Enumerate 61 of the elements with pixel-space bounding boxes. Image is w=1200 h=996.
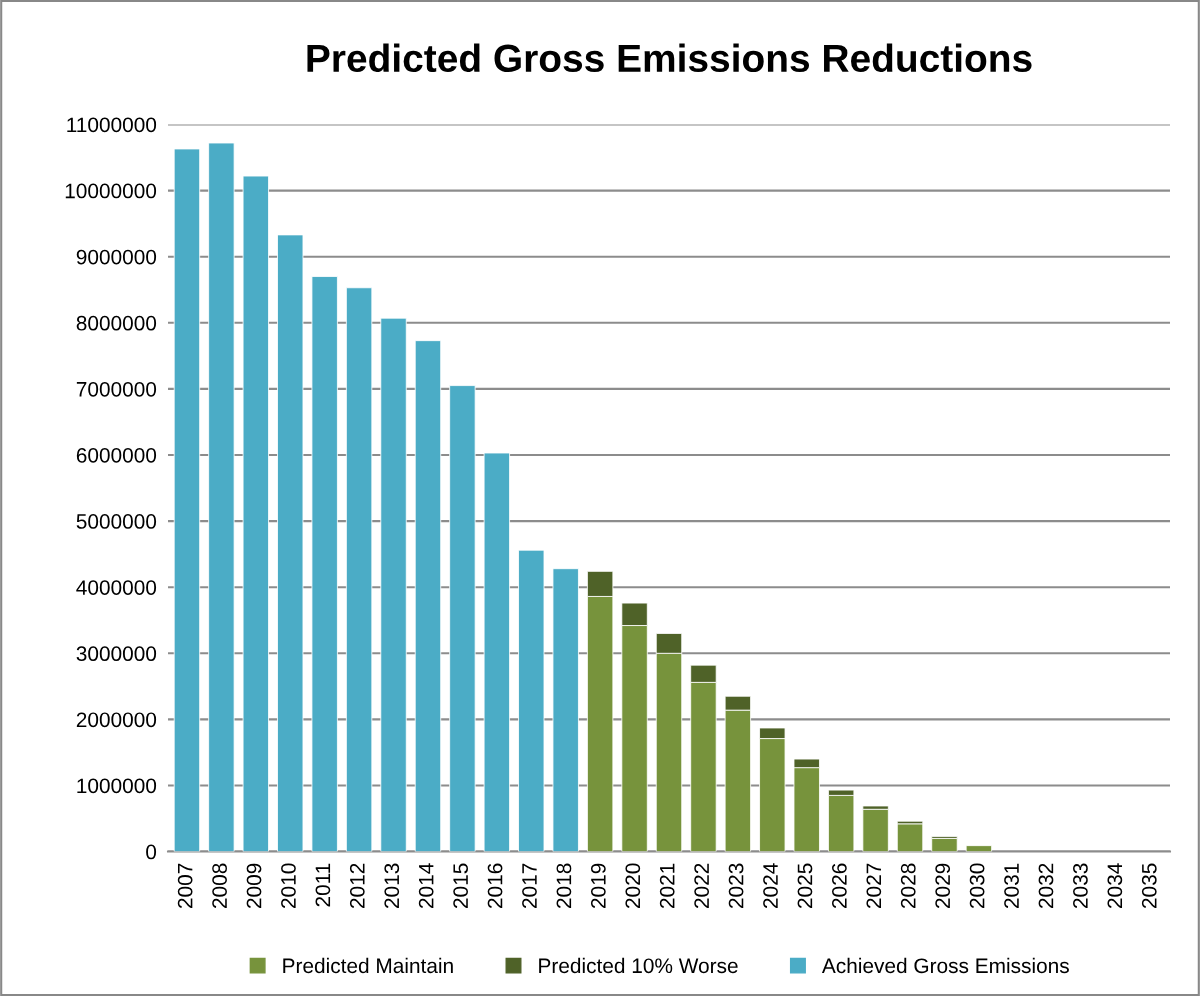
x-tick-label: 2019	[590, 863, 606, 908]
x-tick-label: 2032	[1038, 863, 1054, 908]
bar	[483, 452, 510, 852]
x-tick-label: 2031	[1004, 863, 1019, 908]
x-tick-label: 2010	[281, 863, 296, 908]
legend-label: Predicted Maintain	[283, 957, 453, 974]
x-tick-label: 2026	[832, 863, 847, 908]
y-tick-label: 3000000	[76, 646, 157, 662]
x-tick-label: 2008	[212, 863, 227, 908]
y-tick-label: 11000000	[67, 117, 157, 133]
y-tick-label: 9000000	[76, 249, 157, 265]
x-tick-label: 2035	[1141, 863, 1157, 908]
x-tick-label: 2024	[763, 863, 778, 908]
bar	[965, 845, 993, 852]
y-tick-label: 10000000	[65, 183, 157, 199]
y-tick-label: 2000000	[76, 712, 157, 728]
bar	[345, 287, 373, 852]
legend-label: Achieved Gross Emissions	[821, 957, 1069, 974]
bar	[173, 148, 201, 852]
bar	[896, 823, 924, 852]
bar	[931, 837, 958, 852]
y-tick-label: 8000000	[76, 315, 157, 331]
x-tick-label: 2007	[177, 863, 193, 908]
x-tick-label: 2022	[694, 863, 710, 908]
x-tick-label: 2017	[522, 863, 537, 908]
legend-label: Predicted 10% Worse	[539, 957, 738, 974]
x-tick-label: 2011	[315, 863, 331, 907]
x-tick-label: 2028	[900, 863, 916, 908]
bar	[311, 276, 338, 852]
bar	[414, 340, 442, 852]
x-tick-label: 2013	[384, 863, 400, 908]
x-tick-label: 2030	[969, 863, 985, 908]
x-tick-label: 2014	[418, 863, 434, 908]
bar	[449, 385, 476, 852]
x-tick-label: 2034	[1107, 863, 1123, 908]
x-tick-label: 2016	[487, 863, 503, 908]
bar	[862, 808, 889, 852]
bar	[552, 568, 579, 852]
x-tick-label: 2025	[797, 863, 813, 908]
x-tick-label: 2021	[659, 863, 675, 908]
bar	[380, 317, 407, 852]
x-tick-label: 2009	[246, 863, 262, 908]
x-tick-label: 2018	[556, 863, 572, 908]
x-tick-label: 2033	[1073, 863, 1088, 908]
x-tick-label: 2023	[728, 863, 744, 908]
bar	[242, 175, 269, 852]
y-tick-label: 6000000	[76, 447, 157, 463]
bar	[277, 234, 304, 852]
y-tick-label: 4000000	[76, 580, 157, 595]
x-tick-label: 2020	[625, 863, 641, 908]
y-tick-label: 0	[146, 844, 157, 860]
bar	[518, 549, 545, 852]
x-tick-label: 2015	[453, 863, 468, 908]
y-tick-label: 5000000	[76, 514, 157, 529]
chart-title: Predicted Gross Emissions Reductions	[307, 43, 1032, 73]
x-tick-label: 2029	[935, 863, 951, 908]
y-tick-label: 1000000	[77, 778, 157, 794]
bar	[208, 142, 235, 852]
x-tick-label: 2027	[866, 863, 882, 908]
y-tick-label: 7000000	[76, 381, 157, 397]
x-tick-label: 2012	[349, 863, 365, 908]
